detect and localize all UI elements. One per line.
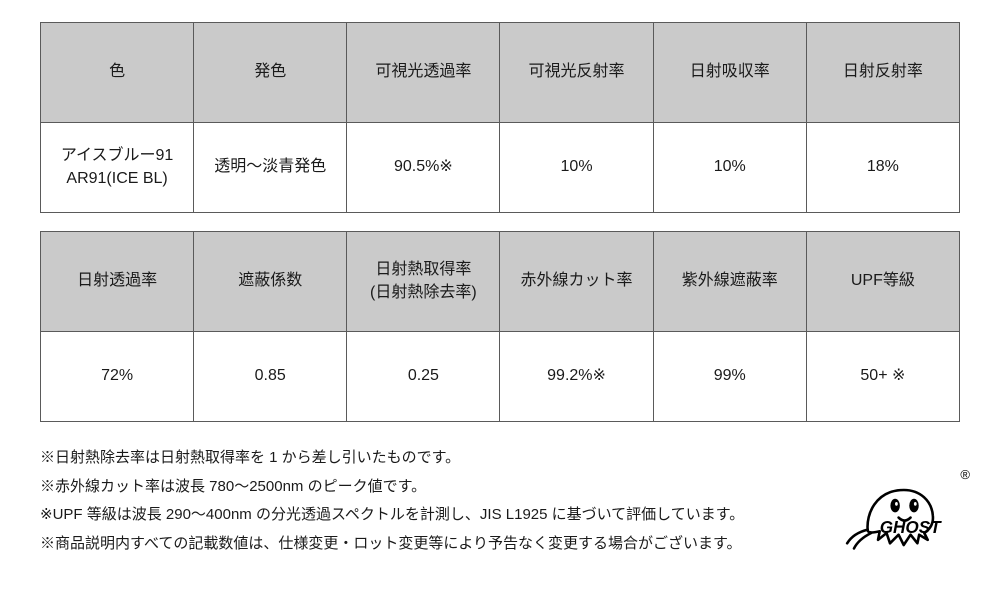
- col-header: 日射熱取得率(日射熱除去率): [347, 232, 500, 332]
- col-header: 紫外線遮蔽率: [653, 232, 806, 332]
- cell: 90.5%※: [347, 123, 500, 213]
- footnote-line: ※UPF 等級は波長 290～400nm の分光透過スペクトルを計測し、JIS …: [40, 501, 960, 530]
- cell: 10%: [500, 123, 653, 213]
- col-header: UPF等級: [806, 232, 959, 332]
- col-header: 日射反射率: [806, 23, 959, 123]
- spec-table-2: 日射透過率 遮蔽係数 日射熱取得率(日射熱除去率) 赤外線カット率 紫外線遮蔽率…: [40, 231, 960, 422]
- table-header-row: 日射透過率 遮蔽係数 日射熱取得率(日射熱除去率) 赤外線カット率 紫外線遮蔽率…: [41, 232, 960, 332]
- table-row: 72% 0.85 0.25 99.2%※ 99% 50+ ※: [41, 332, 960, 422]
- col-header: 発色: [194, 23, 347, 123]
- ghost-logo-text: GHOST: [880, 517, 942, 537]
- cell: 99%: [653, 332, 806, 422]
- col-header: 日射透過率: [41, 232, 194, 332]
- footnotes: ※日射熱除去率は日射熱取得率を 1 から差し引いたものです。 ※赤外線カット率は…: [40, 444, 960, 558]
- ghost-logo-icon: GHOST: [842, 464, 962, 554]
- cell: 10%: [653, 123, 806, 213]
- table-header-row: 色 発色 可視光透過率 可視光反射率 日射吸収率 日射反射率: [41, 23, 960, 123]
- cell: 72%: [41, 332, 194, 422]
- table-row: アイスブルー91AR91(ICE BL) 透明～淡青発色 90.5%※ 10% …: [41, 123, 960, 213]
- cell: アイスブルー91AR91(ICE BL): [41, 123, 194, 213]
- cell: 0.85: [194, 332, 347, 422]
- footnote-line: ※商品説明内すべての記載数値は、仕様変更・ロット変更等により予告なく変更する場合…: [40, 530, 960, 559]
- col-header: 色: [41, 23, 194, 123]
- footnote-line: ※日射熱除去率は日射熱取得率を 1 から差し引いたものです。: [40, 444, 960, 473]
- col-header: 赤外線カット率: [500, 232, 653, 332]
- cell: 99.2%※: [500, 332, 653, 422]
- col-header: 遮蔽係数: [194, 232, 347, 332]
- cell: 透明～淡青発色: [194, 123, 347, 213]
- cell: 18%: [806, 123, 959, 213]
- footnote-line: ※赤外線カット率は波長 780～2500nm のピーク値です。: [40, 473, 960, 502]
- cell: 50+ ※: [806, 332, 959, 422]
- col-header: 日射吸収率: [653, 23, 806, 123]
- spec-table-1: 色 発色 可視光透過率 可視光反射率 日射吸収率 日射反射率 アイスブルー91A…: [40, 22, 960, 213]
- col-header: 可視光透過率: [347, 23, 500, 123]
- col-header: 可視光反射率: [500, 23, 653, 123]
- cell: 0.25: [347, 332, 500, 422]
